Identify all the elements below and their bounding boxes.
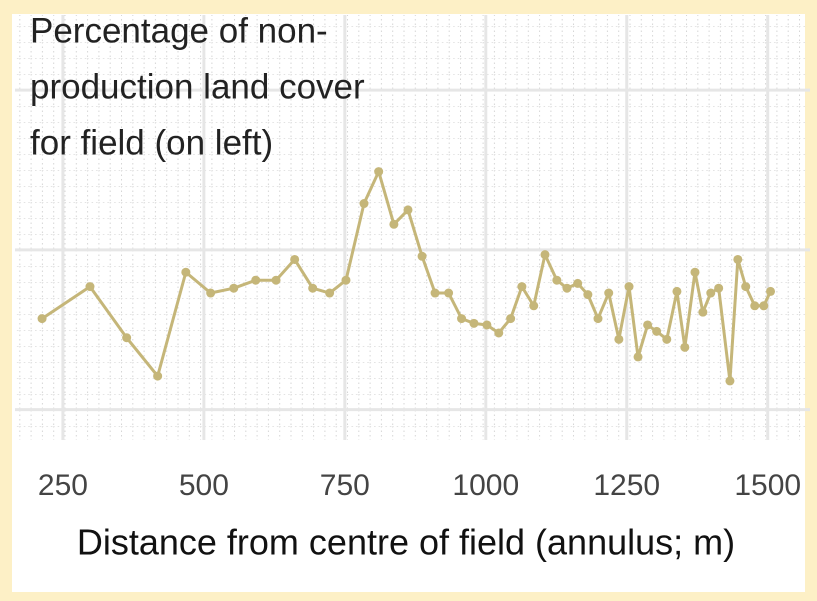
chart-title: for field (on left) [30,123,273,162]
data-point [494,328,504,338]
x-tick-label: 1500 [734,469,801,502]
data-point [672,286,682,296]
data-point [624,282,634,292]
data-point [457,314,467,324]
data-point [750,301,760,311]
data-point [733,254,743,264]
data-point [593,314,603,324]
data-point [573,278,583,288]
data-point [85,282,95,292]
x-tick-label: 1250 [593,469,660,502]
data-point [714,283,724,293]
data-point [759,301,769,311]
data-point [37,314,47,324]
data-point [690,267,700,277]
data-point [614,334,624,344]
x-axis-label: Distance from centre of field (annulus; … [77,522,735,563]
data-point [741,282,751,292]
chart-title: production land cover [30,67,365,106]
data-point [430,288,440,298]
data-point [389,219,399,229]
data-point [604,288,614,298]
data-point [706,288,716,298]
data-point [506,314,516,324]
data-point [444,288,454,298]
data-point [725,376,735,386]
data-point [325,288,335,298]
data-point [469,318,479,328]
chart-title: Percentage of non- [30,11,328,50]
data-point [122,333,132,343]
data-point [540,250,550,260]
data-point [341,275,351,285]
data-point [552,275,562,285]
x-tick-label: 750 [320,469,370,502]
data-point [229,283,239,293]
data-point [417,251,427,261]
data-point [583,290,593,300]
x-tick-label: 1000 [452,469,519,502]
data-point [290,254,300,264]
data-point [403,205,413,215]
data-point [529,301,539,311]
x-tick-label: 250 [38,469,88,502]
data-point [662,334,672,344]
data-point [251,275,261,285]
data-point [766,286,776,296]
data-point [517,282,527,292]
series-line [41,170,772,383]
data-point [374,167,384,177]
data-point [271,275,281,285]
data-point [153,371,163,381]
data-point [482,320,492,330]
data-point [562,283,572,293]
data-point [643,320,653,330]
data-point [181,267,191,277]
data-point [308,283,318,293]
x-tick-label: 500 [179,469,229,502]
data-point [206,288,216,298]
data-point [680,342,690,352]
data-point [652,326,662,336]
data-point [698,307,708,317]
data-point [359,199,369,209]
minor-grid [15,15,807,440]
data-point [633,352,643,362]
